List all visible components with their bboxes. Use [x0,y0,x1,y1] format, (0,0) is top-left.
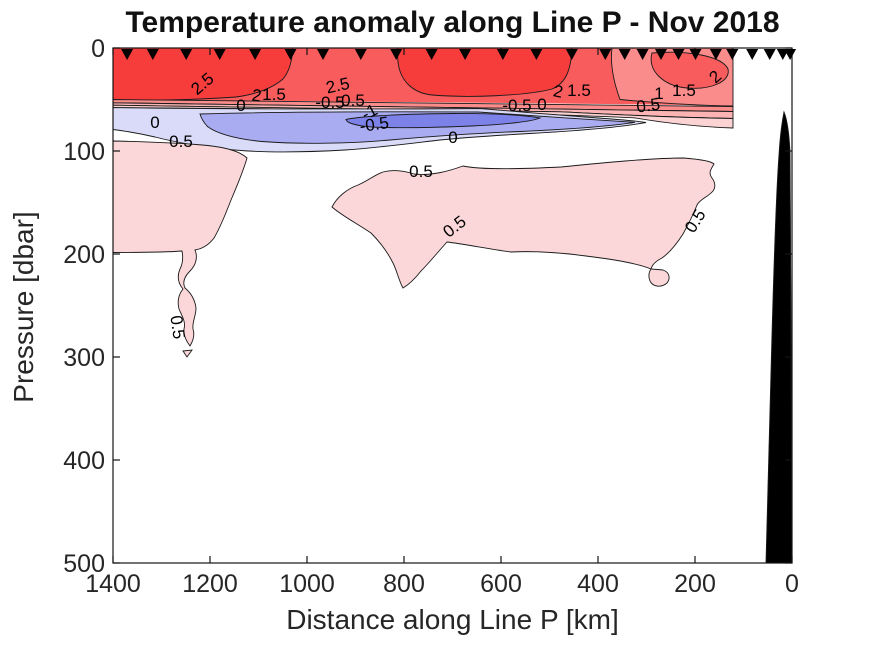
x-tick-label: 600 [480,570,522,598]
chart-title: Temperature anomaly along Line P - Nov 2… [125,6,780,39]
contour-label: 1.5 [262,85,286,104]
y-tick-label: 400 [63,447,105,475]
fill-deep-red-mid [396,48,573,97]
fill-pink-blob-west [113,140,248,347]
bathymetry-wedge [765,110,792,563]
station-marker [709,49,722,60]
contour-label: 2 [552,81,565,102]
x-tick-label: 1200 [182,570,238,598]
station-marker [618,49,631,60]
station-marker [249,49,262,60]
station-marker [746,49,759,60]
x-tick-label: 1000 [279,570,335,598]
contour-fills [113,48,792,563]
contour-label: 0.5 [166,314,188,340]
station-marker [180,49,193,60]
contour-label: 1.5 [567,81,591,100]
x-tick-label: 400 [577,570,619,598]
station-marker [599,49,612,60]
station-marker [655,49,667,60]
x-tick-label: 200 [674,570,716,598]
station-marker [763,49,776,60]
contour-label: 2.5 [324,74,351,97]
contour-label: 0 [150,113,159,132]
station-marker [213,49,226,60]
fill-pink-blob-mid [331,157,716,289]
station-marker [565,49,578,60]
station-marker [459,49,472,60]
contour-label: 0 [448,128,457,147]
contour-label: 0.5 [169,132,193,151]
y-tick-label: 100 [63,138,105,166]
station-marker [496,49,509,60]
y-tick-label: 300 [63,344,105,372]
contour-label: -0.5 [315,93,344,112]
station-marker [636,49,649,60]
axis-ticks: 1400 1200 1000 800 600 400 200 0010020030040050… [63,35,799,598]
station-marker [530,49,543,60]
station-marker [784,49,797,60]
axes-box [112,47,793,564]
fill-pink-speck [182,349,193,358]
station-marker [425,49,438,60]
x-axis-label: Distance along Line P [km] [286,604,619,635]
station-marker [689,49,702,60]
contour-label: -0.5 [358,113,390,136]
contour-label: 0 [236,96,245,115]
station-marker [317,49,329,60]
station-marker [121,49,134,60]
contour-labels: 2.5 2 1.502.5-0.50.5-1-0.50-0.5 02 1.5 1 1.50.… [150,67,725,341]
contour-label: 0 [537,95,546,114]
station-marker [146,49,159,60]
contour-label: 1.5 [672,81,696,100]
y-tick-label: 200 [63,241,105,269]
station-marker [354,49,367,60]
station-marker [726,49,739,60]
contour-label: 1 [654,84,663,103]
station-markers [121,49,797,60]
y-tick-label: 0 [91,35,105,63]
x-tick-label: 800 [383,570,425,598]
contour-label: 2 [251,85,263,105]
station-marker [672,49,685,60]
x-tick-label: 0 [785,570,799,598]
x-tick-label: 1400 [85,570,141,598]
station-marker [284,49,297,60]
y-tick-label: 500 [63,550,105,578]
contour-label: -0.5 [502,96,531,115]
fill-deep-blue-core [345,113,542,129]
station-marker [390,49,403,60]
contour-label: 0.5 [341,91,365,110]
contour-label: 0.5 [409,162,433,181]
contour-label: 0.5 [635,95,661,117]
